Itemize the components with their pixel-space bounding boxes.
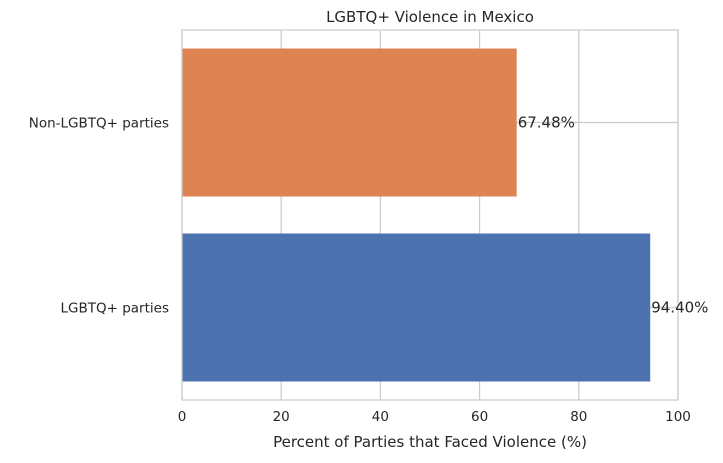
y-category-labels: Non-LGBTQ+ parties LGBTQ+ parties <box>29 116 169 317</box>
x-axis-label: Percent of Parties that Faced Violence (… <box>273 433 587 451</box>
y-category-label: LGBTQ+ parties <box>61 301 170 317</box>
x-tick-label: 40 <box>372 409 389 425</box>
x-tick-label: 80 <box>570 409 587 425</box>
x-tick-label: 100 <box>665 409 691 425</box>
data-labels: 67.48% 94.40% <box>518 114 709 317</box>
x-tick-label: 60 <box>471 409 488 425</box>
data-label: 67.48% <box>518 114 575 132</box>
x-tick-label: 0 <box>178 409 187 425</box>
plot-frame <box>181 29 679 401</box>
bar <box>182 233 651 382</box>
data-label: 94.40% <box>651 299 708 317</box>
x-tick-label: 20 <box>273 409 290 425</box>
x-tick-labels: 0 20 40 60 80 100 <box>178 409 691 425</box>
bars <box>182 48 651 382</box>
y-category-label: Non-LGBTQ+ parties <box>29 116 169 132</box>
bar <box>182 48 517 197</box>
chart-title: LGBTQ+ Violence in Mexico <box>326 8 534 26</box>
